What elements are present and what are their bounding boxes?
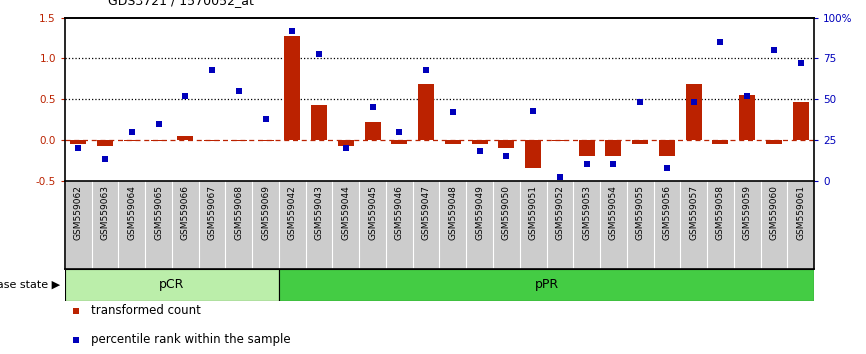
Point (714, 39, 727, 45)
Text: disease state ▶: disease state ▶ (0, 280, 61, 290)
Text: percentile rank within the sample: percentile rank within the sample (91, 333, 291, 346)
Point (579, 161, 593, 167)
Text: GSM559061: GSM559061 (796, 185, 805, 240)
Point (69, 308, 83, 314)
Text: GSM559047: GSM559047 (422, 185, 430, 240)
Text: GSM559060: GSM559060 (769, 185, 779, 240)
Point (633, 99, 647, 105)
Text: pPR: pPR (534, 279, 559, 291)
Bar (257, 140, 274, 142)
Bar (124, 140, 139, 142)
Bar (766, 140, 782, 144)
Text: GSM559049: GSM559049 (475, 185, 484, 240)
Bar (65, 269, 279, 301)
Point (312, 51, 326, 56)
Bar (311, 105, 327, 140)
Point (125, 129, 139, 135)
Text: GSM559051: GSM559051 (528, 185, 538, 240)
Text: GSM559054: GSM559054 (609, 185, 617, 240)
Bar (445, 140, 461, 144)
Point (660, 165, 674, 170)
Text: GSM559057: GSM559057 (689, 185, 698, 240)
Bar (552, 140, 568, 142)
Text: GSM559042: GSM559042 (288, 185, 297, 240)
Text: GSM559065: GSM559065 (154, 185, 163, 240)
Bar (578, 140, 595, 156)
Bar (365, 122, 381, 140)
Point (527, 108, 540, 113)
Text: GSM559045: GSM559045 (368, 185, 377, 240)
Point (178, 93, 192, 99)
Bar (338, 140, 354, 145)
Text: GSM559064: GSM559064 (127, 185, 136, 240)
Point (71, 145, 85, 151)
Bar (792, 102, 809, 140)
Text: GSM559043: GSM559043 (314, 185, 324, 240)
Bar (418, 85, 434, 140)
Bar (632, 140, 648, 144)
Point (473, 148, 487, 154)
Point (365, 104, 379, 110)
Bar (525, 140, 541, 169)
Point (606, 161, 620, 167)
Point (339, 145, 352, 151)
Bar (284, 36, 301, 140)
Text: GSM559048: GSM559048 (449, 185, 457, 240)
Text: GSM559058: GSM559058 (716, 185, 725, 240)
Text: GSM559069: GSM559069 (262, 185, 270, 240)
Text: pCR: pCR (159, 279, 184, 291)
Bar (686, 85, 701, 140)
Point (446, 109, 460, 115)
Text: GSM559053: GSM559053 (582, 185, 591, 240)
Text: GSM559056: GSM559056 (662, 185, 671, 240)
Point (152, 121, 165, 126)
Point (740, 93, 754, 99)
Point (500, 153, 514, 159)
Text: GSM559055: GSM559055 (636, 185, 644, 240)
Text: GSM559063: GSM559063 (100, 185, 110, 240)
Point (205, 67, 219, 73)
Text: GSM559046: GSM559046 (395, 185, 404, 240)
Bar (498, 140, 514, 148)
Point (98, 156, 112, 162)
Point (232, 88, 246, 94)
Point (419, 67, 433, 73)
Text: GSM559050: GSM559050 (502, 185, 511, 240)
Point (767, 47, 781, 53)
Point (286, 28, 300, 34)
Bar (391, 140, 407, 144)
Point (794, 61, 808, 66)
Point (69, 337, 83, 343)
Bar (739, 95, 755, 140)
Bar (713, 140, 728, 144)
Point (259, 116, 273, 121)
Bar (279, 269, 814, 301)
Bar (70, 140, 87, 144)
Bar (151, 140, 166, 142)
Text: GSM559068: GSM559068 (235, 185, 243, 240)
Bar (472, 140, 488, 144)
Text: GSM559059: GSM559059 (743, 185, 752, 240)
Bar (204, 140, 220, 142)
Bar (605, 140, 622, 156)
Bar (97, 140, 113, 146)
Text: transformed count: transformed count (91, 304, 201, 317)
Text: GSM559062: GSM559062 (74, 185, 83, 240)
Bar (178, 136, 193, 140)
Bar (659, 140, 675, 156)
Text: GSM559067: GSM559067 (208, 185, 216, 240)
Text: GSM559066: GSM559066 (181, 185, 190, 240)
Point (553, 175, 567, 180)
Text: GSM559052: GSM559052 (555, 185, 565, 240)
Point (687, 99, 701, 105)
Point (392, 129, 406, 135)
Text: GSM559044: GSM559044 (341, 185, 351, 240)
Bar (231, 140, 247, 142)
Text: GDS3721 / 1570052_at: GDS3721 / 1570052_at (108, 0, 254, 7)
